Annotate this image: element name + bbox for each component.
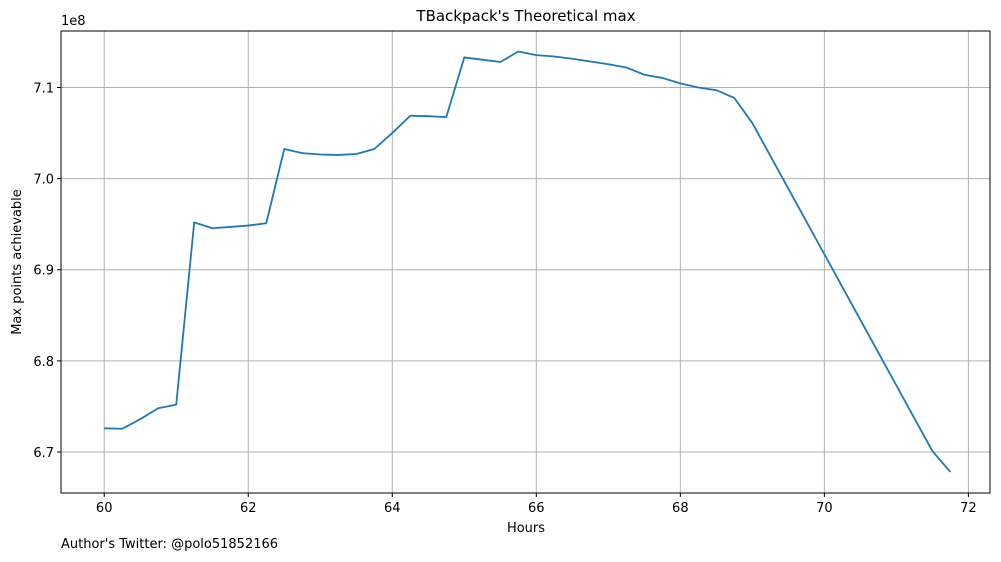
series-layer <box>104 50 952 473</box>
series-line <box>104 50 952 473</box>
x-axis-ticks: 60 62 64 66 68 70 72 <box>96 493 977 516</box>
y-tick-label: 7.0 <box>33 173 54 188</box>
x-tick-label: 72 <box>960 501 977 516</box>
x-tick-label: 66 <box>528 501 545 516</box>
y-tick-label: 7.1 <box>33 81 54 96</box>
y-axis-label: Max points achievable <box>10 189 25 335</box>
x-axis-label: Hours <box>507 521 545 536</box>
y-tick-label: 6.7 <box>33 446 54 461</box>
author-footnote: Author's Twitter: @polo51852166 <box>61 537 279 552</box>
chart-title: TBackpack's Theoretical max <box>415 7 635 25</box>
x-tick-label: 62 <box>240 501 257 516</box>
x-tick-label: 64 <box>384 501 401 516</box>
x-tick-label: 70 <box>816 501 833 516</box>
axes-frame <box>60 30 991 494</box>
x-tick-label: 68 <box>672 501 689 516</box>
y-axis-ticks: 6.7 6.8 6.9 7.0 7.1 <box>33 81 61 461</box>
grid-lines <box>61 31 990 493</box>
y-axis-offset-label: 1e8 <box>61 14 86 29</box>
y-tick-label: 6.9 <box>33 264 54 279</box>
x-tick-label: 60 <box>96 501 113 516</box>
y-tick-label: 6.8 <box>33 355 54 370</box>
